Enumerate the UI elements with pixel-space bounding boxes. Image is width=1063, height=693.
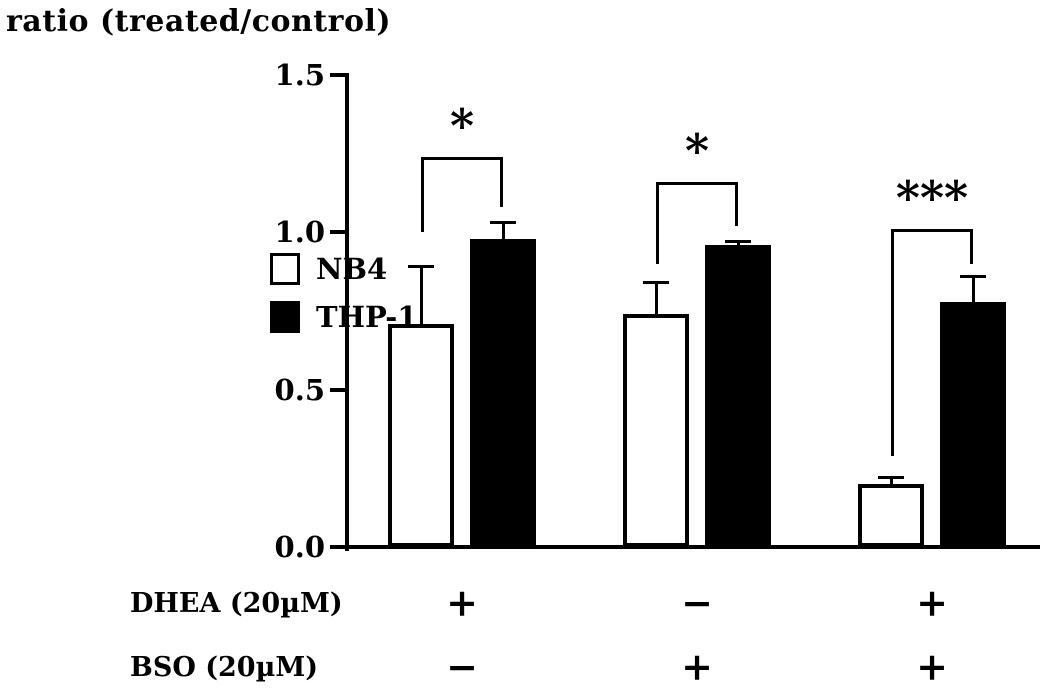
bar-nb4-group1 bbox=[388, 323, 454, 547]
legend-item-thp1: THP-1 bbox=[270, 300, 417, 334]
bso-group3-sign: + bbox=[916, 644, 948, 689]
nb4-open-square-swatch bbox=[270, 253, 300, 285]
dhea-group1-sign: + bbox=[446, 580, 478, 625]
bso-group1-sign: − bbox=[446, 644, 478, 689]
sig-bracket-right-leg-group2 bbox=[735, 181, 738, 227]
dhea-group3-sign: + bbox=[916, 580, 948, 625]
bar-nb4-group3 bbox=[858, 484, 924, 547]
legend: NB4 THP-1 bbox=[270, 252, 417, 348]
x-axis-line bbox=[345, 545, 1040, 549]
error-bar-stem bbox=[889, 477, 893, 485]
bar-thp1-group1 bbox=[470, 238, 536, 547]
error-bar-stem bbox=[971, 276, 975, 302]
error-bar-cap bbox=[725, 240, 751, 244]
sig-bracket-right-leg-group3 bbox=[970, 229, 973, 264]
bso-row-label: BSO (20µM) bbox=[130, 652, 319, 683]
dhea-group2-sign: − bbox=[681, 580, 713, 625]
sig-bracket-top-group1 bbox=[421, 156, 503, 160]
bso-group2-sign: + bbox=[681, 644, 713, 689]
error-bar-cap bbox=[960, 274, 986, 278]
error-bar-stem bbox=[419, 266, 423, 324]
error-bar-stem bbox=[654, 282, 658, 315]
sig-bracket-top-group3 bbox=[891, 229, 973, 233]
sig-bracket-right-leg-group1 bbox=[500, 156, 503, 208]
error-bar-stem bbox=[501, 222, 505, 239]
y-tick-label-1-0: 1.0 bbox=[274, 215, 325, 249]
y-axis-tick bbox=[330, 545, 345, 549]
y-axis-title: ratio (treated/control) bbox=[6, 4, 392, 39]
significance-stars-group1: * bbox=[449, 98, 475, 153]
y-tick-label-0-5: 0.5 bbox=[274, 373, 325, 407]
thp1-filled-square-swatch bbox=[270, 301, 300, 333]
y-axis-tick bbox=[330, 73, 345, 77]
sig-bracket-left-leg-group3 bbox=[891, 229, 894, 456]
error-bar-cap bbox=[408, 265, 434, 269]
bar-thp1-group3 bbox=[940, 301, 1006, 547]
sig-bracket-left-leg-group1 bbox=[421, 156, 424, 233]
nb4-legend-label: NB4 bbox=[316, 252, 388, 286]
error-bar-cap bbox=[643, 281, 669, 285]
error-bar-cap bbox=[490, 221, 516, 225]
significance-stars-group2: * bbox=[684, 123, 710, 178]
bso-condition-row: BSO (20µM) − + + bbox=[0, 644, 1063, 690]
sig-bracket-top-group2 bbox=[656, 181, 738, 185]
y-axis-tick bbox=[330, 387, 345, 392]
error-bar-stem bbox=[736, 241, 740, 245]
dhea-row-label: DHEA (20µM) bbox=[130, 588, 343, 619]
y-axis-tick bbox=[330, 230, 345, 235]
sig-bracket-left-leg-group2 bbox=[656, 181, 659, 264]
bar-thp1-group2 bbox=[705, 244, 771, 547]
y-tick-label-0-0: 0.0 bbox=[274, 530, 325, 564]
significance-stars-group3: *** bbox=[895, 171, 969, 226]
dhea-condition-row: DHEA (20µM) + − + bbox=[0, 580, 1063, 626]
bar-nb4-group2 bbox=[623, 314, 689, 547]
y-axis-line bbox=[345, 73, 349, 551]
legend-item-nb4: NB4 bbox=[270, 252, 417, 286]
plot-area: * * *** bbox=[330, 73, 1040, 551]
y-tick-label-1-5: 1.5 bbox=[274, 58, 325, 92]
error-bar-cap bbox=[878, 476, 904, 480]
